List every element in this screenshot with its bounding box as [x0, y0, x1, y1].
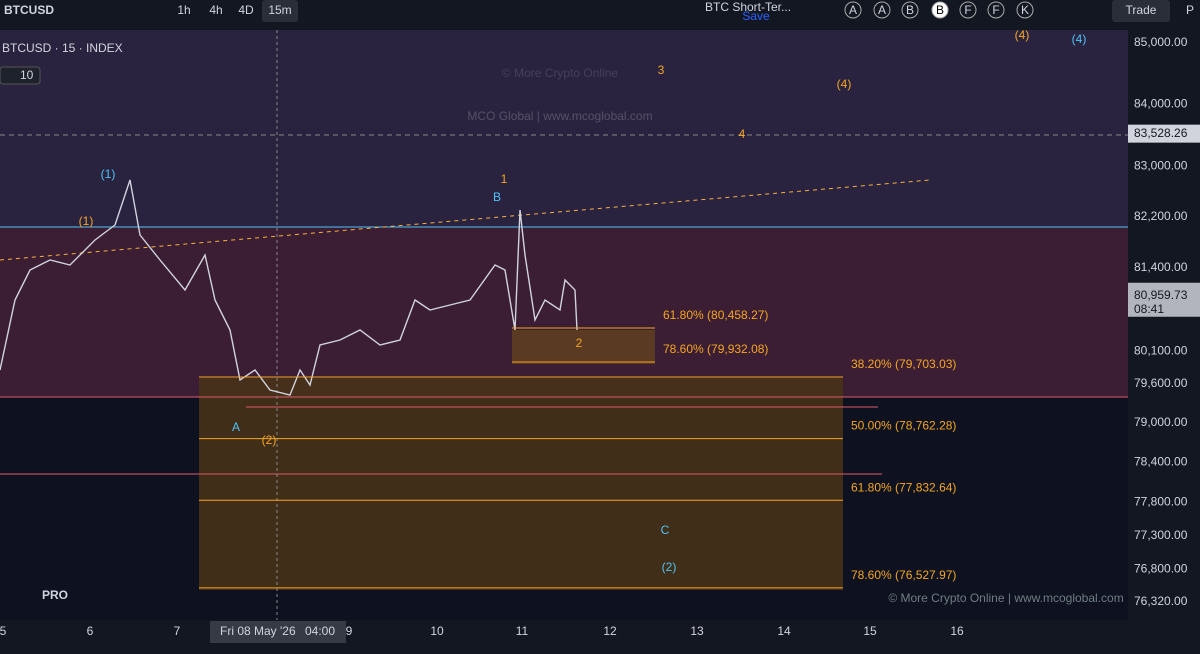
wave-label: (4): [837, 77, 852, 91]
time-label: 10: [430, 624, 444, 638]
trade[interactable]: Trade: [1126, 3, 1157, 17]
wave-label: C: [661, 523, 670, 537]
wave-label: (2): [662, 560, 677, 574]
zone-red: [0, 227, 1128, 397]
price-label: 85,000.00: [1134, 35, 1188, 49]
letter: A: [878, 3, 886, 17]
letter-circle[interactable]: [931, 1, 949, 19]
letter: B: [936, 3, 944, 17]
toolbar: [0, 0, 1200, 30]
time-label: 6: [87, 624, 94, 638]
price-label: 77,800.00: [1134, 495, 1188, 509]
wave-label: (1): [79, 214, 94, 228]
current-tag: [1128, 282, 1200, 317]
time-label: 14: [777, 624, 791, 638]
legend-title: BTCUSD · 15 · INDEX: [2, 41, 123, 55]
letter: A: [849, 3, 857, 17]
time-label: 5: [0, 624, 7, 638]
letter: B: [906, 3, 914, 17]
wave-label: 2: [576, 336, 583, 350]
time-label: 7: [174, 624, 181, 638]
letter: K: [1021, 3, 1029, 17]
interval[interactable]: 4h: [209, 3, 222, 17]
price-path: [0, 179, 578, 396]
layout-name[interactable]: BTC Short-Ter...: [705, 0, 791, 14]
wave-label: (4): [1072, 32, 1087, 46]
wave-label: B: [493, 190, 501, 204]
trend-line: [0, 179, 931, 261]
wave-label: (1): [101, 167, 116, 181]
price-label: 76,320.00: [1134, 594, 1188, 608]
letter: F: [992, 3, 999, 17]
indicator-box: [0, 66, 41, 85]
marker-label: 83,528.26: [1134, 126, 1188, 140]
letter-circle[interactable]: [1016, 1, 1034, 19]
letter-circle[interactable]: [844, 1, 862, 19]
cursor-date: Fri 08 May '26: [220, 624, 296, 638]
watermark: © More Crypto Online: [502, 66, 619, 80]
letter-circle[interactable]: [987, 1, 1005, 19]
trade-button[interactable]: [1112, 0, 1170, 22]
cursor-tag: [210, 621, 346, 643]
price-label: 82,200.00: [1134, 209, 1188, 223]
time-label: 12: [603, 624, 617, 638]
time-axis: [0, 620, 1200, 654]
interval[interactable]: 15m: [268, 3, 291, 17]
wave-label: (2): [262, 433, 277, 447]
symbol[interactable]: BTCUSD: [4, 3, 54, 17]
indicator: 10: [20, 68, 34, 82]
price-label: 80,100.00: [1134, 343, 1188, 357]
fib-label: 78.60% (76,527.97): [851, 568, 956, 582]
fib-label: 78.60% (79,932.08): [663, 342, 768, 356]
fib-box-small: [512, 330, 655, 364]
price-label: 83,000.00: [1134, 159, 1188, 173]
price-label: 76,800.00: [1134, 562, 1188, 576]
current-price: 80,959.73: [1134, 288, 1188, 302]
fib-box: [199, 378, 843, 590]
price-label: 84,000.00: [1134, 97, 1188, 111]
price-label: 81,400.00: [1134, 260, 1188, 274]
wave-label: 1: [501, 172, 508, 186]
watermark-sub: MCO Global | www.mcoglobal.com: [467, 109, 652, 123]
footer: © More Crypto Online | www.mcoglobal.com: [888, 591, 1123, 605]
price-label: 79,600.00: [1134, 376, 1188, 390]
time-label: 13: [690, 624, 704, 638]
wave-label: (4): [1015, 28, 1030, 42]
fib-label: 38.20% (79,703.03): [851, 357, 956, 371]
wave-label: 4: [739, 127, 746, 141]
wave-label: A: [232, 420, 240, 434]
cut: P: [1186, 3, 1194, 17]
time-label: 9: [346, 624, 353, 638]
interval[interactable]: 4D: [238, 3, 254, 17]
letter-circle[interactable]: [873, 1, 891, 19]
zone-upper: [0, 30, 1128, 227]
cursor-time: 04:00: [305, 624, 335, 638]
brand: PRO: [42, 588, 68, 602]
time-label: 11: [516, 624, 529, 638]
active-interval: [262, 0, 298, 22]
time-label: 16: [950, 624, 964, 638]
interval[interactable]: 1h: [177, 3, 190, 17]
letter: F: [964, 3, 971, 17]
letter-circle[interactable]: [959, 1, 977, 19]
letter-circle[interactable]: [901, 1, 919, 19]
wave-label: 3: [658, 63, 665, 77]
countdown: 08:41: [1134, 302, 1164, 316]
fib-label: 50.00% (78,762.28): [851, 419, 956, 433]
price-label: 78,400.00: [1134, 455, 1188, 469]
marker-tag: [1128, 124, 1200, 143]
price-label: 79,000.00: [1134, 415, 1188, 429]
fib-label: 61.80% (77,832.64): [851, 480, 956, 494]
price-label: 77,300.00: [1134, 528, 1188, 542]
fib-label: 61.80% (80,458.27): [663, 308, 768, 322]
time-label: 15: [863, 624, 877, 638]
save[interactable]: Save: [742, 9, 770, 23]
